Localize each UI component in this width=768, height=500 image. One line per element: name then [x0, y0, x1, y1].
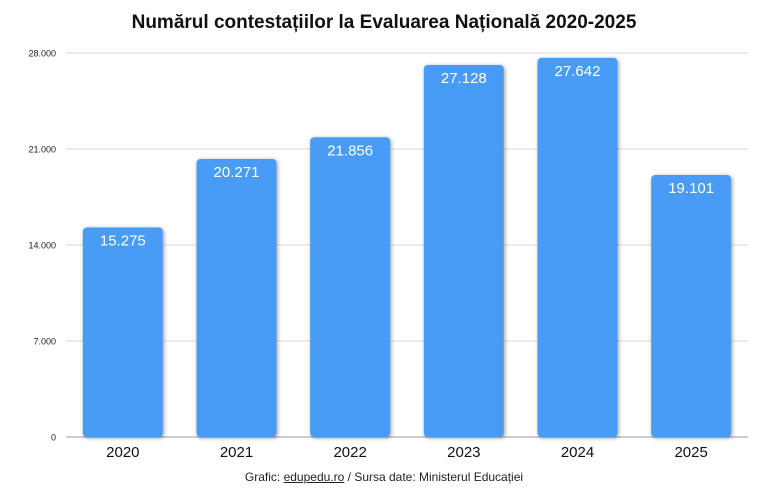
y-tick-label: 21.000 — [28, 145, 56, 155]
source-note: Grafic: edupedu.ro / Sursa date: Ministe… — [0, 470, 768, 484]
footer-suffix: / Sursa date: Ministerul Educației — [344, 470, 524, 484]
y-tick-label: 14.000 — [28, 241, 56, 251]
x-tick-label: 2020 — [106, 444, 139, 461]
data-label: 15.275 — [100, 233, 146, 250]
y-axis-ticks: 0 7.000 14.000 21.000 28.000 — [28, 49, 56, 443]
source-link[interactable]: edupedu.ro — [283, 470, 345, 484]
footer-prefix: Grafic: — [244, 470, 284, 484]
data-label: 20.271 — [214, 164, 260, 181]
x-tick-label: 2023 — [447, 444, 480, 461]
chart-title: Numărul contestațiilor la Evaluarea Nați… — [131, 12, 637, 33]
data-label: 27.128 — [441, 70, 487, 87]
y-tick-label: 7.000 — [33, 337, 56, 347]
x-tick-label: 2024 — [561, 444, 594, 461]
bar — [310, 137, 391, 438]
data-label: 21.856 — [327, 142, 373, 159]
bar — [196, 158, 277, 437]
data-label: 27.642 — [555, 63, 601, 80]
bar — [423, 64, 504, 437]
data-label: 19.101 — [668, 180, 714, 197]
y-tick-label: 0 — [51, 433, 56, 443]
x-axis-ticks: 2020 2021 2022 2023 2024 2025 — [106, 444, 708, 461]
bar — [82, 227, 163, 437]
bars: 15.275 20.271 21.856 27.128 27.642 19.101 — [82, 57, 732, 438]
bar — [537, 57, 618, 437]
gridlines — [66, 52, 748, 438]
x-tick-label: 2025 — [674, 444, 707, 461]
y-tick-label: 28.000 — [28, 49, 56, 59]
bar — [651, 175, 732, 437]
x-tick-label: 2022 — [333, 444, 366, 461]
x-tick-label: 2021 — [220, 444, 253, 461]
